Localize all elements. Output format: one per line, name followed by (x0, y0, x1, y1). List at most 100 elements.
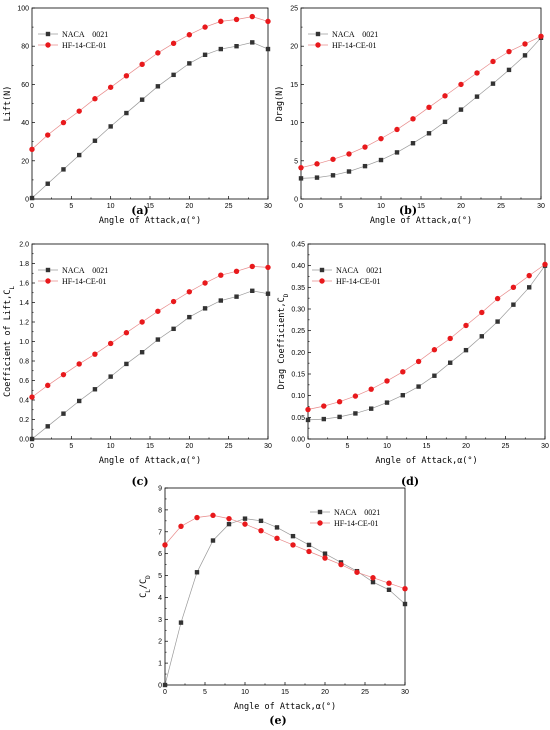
data-point-naca-0021 (337, 414, 342, 420)
panel-label: (b) (399, 204, 417, 217)
data-point-naca-0021 (77, 398, 82, 404)
data-point-naca-0021 (61, 167, 66, 172)
y-tick-label: 0.6 (19, 378, 29, 385)
data-point-hf-14-ce-01 (233, 16, 240, 23)
y-tick-label: 1.6 (19, 281, 29, 288)
legend-marker-square (45, 267, 51, 273)
x-tick-label: 0 (306, 443, 310, 450)
x-tick-label: 25 (225, 443, 233, 450)
legend-marker-square (315, 31, 321, 37)
data-point-hf-14-ce-01 (45, 382, 51, 389)
x-tick-label: 0 (30, 443, 34, 450)
y-tick-label: 1.0 (19, 339, 29, 346)
x-tick-label: 20 (457, 203, 465, 210)
data-point-hf-14-ce-01 (442, 93, 448, 99)
y-tick-label: 0.2 (19, 417, 29, 424)
series-line-hf-14-ce-01 (164, 515, 406, 590)
x-tick-label: 15 (146, 203, 154, 210)
data-point-naca-0021 (402, 601, 408, 607)
data-point-naca-0021 (242, 516, 248, 521)
x-axis-label: Angle of Attack,α(°) (99, 216, 201, 226)
x-tick-label: 10 (241, 689, 249, 696)
x-tick-label: 10 (383, 443, 391, 450)
data-point-hf-14-ce-01 (447, 335, 453, 342)
data-point-naca-0021 (108, 124, 113, 129)
x-tick-label: 10 (377, 203, 385, 210)
y-tick-label: 10 (290, 120, 298, 127)
x-tick-label: 25 (225, 203, 233, 210)
data-point-hf-14-ce-01 (170, 298, 177, 305)
y-tick-label: 100 (17, 6, 29, 13)
x-tick-label: 20 (321, 689, 329, 696)
legend-label: HF-14-CE-01 (332, 41, 376, 50)
y-tick-label: 60 (21, 82, 29, 89)
data-point-naca-0021 (511, 302, 516, 307)
data-point-hf-14-ce-01 (123, 73, 130, 79)
data-point-hf-14-ce-01 (410, 116, 416, 122)
data-point-hf-14-ce-01 (354, 569, 360, 575)
x-tick-label: 30 (401, 689, 409, 696)
data-point-hf-14-ce-01 (463, 322, 469, 329)
data-point-hf-14-ce-01 (107, 340, 114, 347)
data-point-naca-0021 (171, 72, 176, 78)
y-tick-label: 6 (158, 551, 162, 558)
data-point-hf-14-ce-01 (474, 70, 480, 76)
data-point-hf-14-ce-01 (290, 542, 296, 548)
data-point-naca-0021 (346, 169, 352, 174)
data-point-naca-0021 (506, 67, 512, 73)
data-point-hf-14-ce-01 (45, 132, 51, 138)
panel-label: (c) (131, 475, 148, 488)
data-point-naca-0021 (265, 291, 271, 296)
series-line-naca-0021 (31, 42, 269, 199)
data-point-naca-0021 (234, 44, 239, 49)
series-line-naca-0021 (31, 290, 269, 440)
data-point-naca-0021 (442, 119, 448, 125)
data-point-hf-14-ce-01 (155, 50, 161, 56)
data-point-hf-14-ce-01 (155, 308, 161, 314)
y-tick-label: 0.40 (291, 263, 305, 270)
x-tick-label: 15 (281, 689, 289, 696)
data-point-naca-0021 (61, 411, 66, 416)
y-tick-label: 0.8 (19, 359, 29, 366)
data-point-hf-14-ce-01 (336, 399, 343, 405)
data-point-naca-0021 (124, 361, 129, 367)
data-point-hf-14-ce-01 (162, 542, 168, 548)
y-tick-label: 0 (158, 683, 162, 690)
data-point-hf-14-ce-01 (29, 394, 35, 400)
data-point-naca-0021 (139, 97, 145, 102)
panel-label: (e) (269, 714, 286, 727)
data-point-naca-0021 (210, 538, 216, 543)
legend-marker-square (45, 31, 51, 37)
y-tick-label: 2.0 (19, 242, 29, 249)
data-point-hf-14-ce-01 (506, 48, 512, 55)
data-point-naca-0021 (234, 294, 239, 299)
legend-marker-circle (317, 520, 323, 526)
data-point-hf-14-ce-01 (92, 96, 98, 102)
data-point-naca-0021 (479, 334, 484, 339)
x-tick-label: 30 (541, 443, 549, 450)
legend-marker-square (319, 267, 325, 273)
chart-panel-4: 0 5 10 15 20 25 30 0.00 0.05 0.10 0.15 0.20 0.25 0.30… (277, 242, 549, 489)
legend-label: NACA 0021 (62, 30, 108, 39)
data-point-naca-0021 (426, 131, 432, 136)
x-tick-label: 15 (423, 443, 431, 450)
x-axis-label: Angle of Attack,α(°) (375, 456, 477, 466)
data-point-naca-0021 (290, 533, 296, 539)
data-point-hf-14-ce-01 (139, 61, 145, 68)
x-tick-label: 10 (107, 443, 115, 450)
y-tick-label: 0.00 (291, 437, 305, 444)
data-point-hf-14-ce-01 (29, 146, 35, 153)
data-point-naca-0021 (171, 326, 176, 332)
data-point-hf-14-ce-01 (194, 514, 200, 521)
x-tick-label: 5 (69, 443, 73, 450)
y-tick-label: 3 (158, 617, 162, 624)
y-tick-label: 0.30 (291, 307, 305, 314)
data-point-hf-14-ce-01 (431, 347, 438, 353)
y-tick-label: 0.45 (291, 242, 305, 249)
y-axis-label: CL/CD (139, 575, 152, 598)
x-tick-label: 5 (346, 443, 350, 450)
data-point-hf-14-ce-01 (526, 272, 532, 279)
data-point-naca-0021 (522, 53, 528, 58)
chart-panel-3: 0 5 10 15 20 25 30 0.0 0.2 0.4 0.6 0.8 1.0 1.2 1.4 1.6 1… (3, 242, 272, 489)
data-point-hf-14-ce-01 (384, 378, 390, 384)
